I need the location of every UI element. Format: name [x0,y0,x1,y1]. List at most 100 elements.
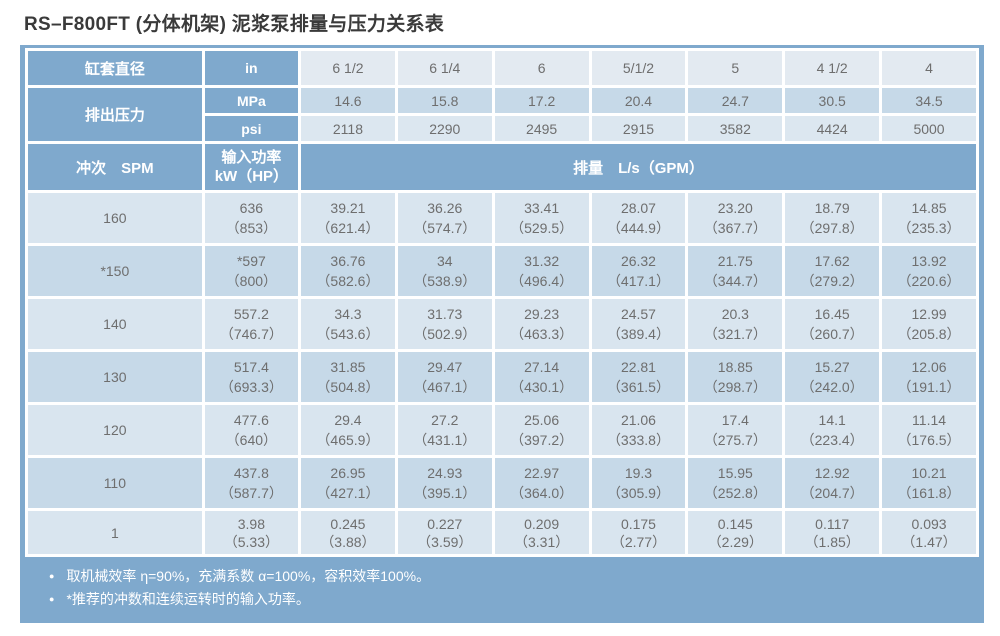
flow-cell-paren: （2.77） [610,533,667,550]
flow-cell-value: 29.23 [524,306,560,322]
flow-cell-value: 15.95 [717,465,753,481]
flow-cell-value: 24.93 [427,465,463,481]
flow-header: 排量 L/s（GPM） [301,144,976,190]
spm-header: 冲次 SPM [28,144,202,190]
input-power-header: 输入功率 kW（HP） [204,144,299,190]
spec-table: 缸套直径 in 6 1/2 6 1/4 6 5/1/2 5 4 1/2 4 排出压力 MPa 14.6… [25,48,979,557]
bullet-icon: ● [49,594,55,604]
data-row: 130 517.4 （693.3） 31.85 （504.8） 29.47 （467.1） 2… [28,352,976,402]
flow-cell-value: 0.227 [427,515,463,532]
data-row: 120 477.6 （640） 29.4 （465.9） 27.2 （431.1） 25.06… [28,405,976,455]
flow-cell-paren: （496.4） [510,273,574,289]
spm-cell: 140 [28,299,202,349]
power-cell: *597 （800） [204,246,299,296]
flow-cell-value: 29.4 [334,412,362,428]
pressure-psi-cell: 2290 [397,116,492,141]
flow-cell-value: 0.245 [330,515,366,532]
flow-cell-paren: （344.7） [703,273,767,289]
flow-cell: 0.093 （1.47） [882,511,976,554]
notes: ● 取机械效率 η=90%，充满系数 α=100%，容积效率100%。 ● *推荐的冲… [25,557,979,623]
liner-size-cell: 4 [882,51,976,85]
flow-cell: 0.227 （3.59） [397,511,492,554]
power-cell: 477.6 （640） [204,405,299,455]
power-cell-value: 517.4 [233,359,269,375]
power-cell-value: 636 [239,200,264,216]
flow-cell-value: 18.85 [717,359,753,375]
power-cell-paren: （640） [225,432,278,448]
power-cell-value: 3.98 [237,515,265,532]
flow-cell-value: 0.093 [911,515,947,532]
flow-cell-value: 19.3 [624,465,653,481]
flow-cell-paren: （220.6） [897,273,961,289]
flow-cell: 24.93 （395.1） [397,458,492,508]
flow-cell-value: 29.47 [427,359,463,375]
pressure-psi-row: psi 2118 2290 2495 2915 3582 4424 5000 [28,116,976,141]
liner-size-cell: 4 1/2 [785,51,880,85]
flow-cell-value: 14.1 [818,412,846,428]
flow-cell-paren: （467.1） [413,379,477,395]
flow-cell-paren: （3.59） [417,533,473,550]
note-text: *推荐的冲数和连续运转时的输入功率。 [66,591,310,607]
flow-cell-paren: （543.6） [316,326,380,342]
flow-cell: 29.23 （463.3） [494,299,589,349]
unit-mpa-label: MPa [204,88,299,113]
pressure-psi-cell: 2495 [494,116,589,141]
data-row: 1 3.98 （5.33） 0.245 （3.88） 0.227 （3.59） 0.209 （3… [28,511,976,554]
flow-cell: 14.1 （223.4） [785,405,880,455]
flow-cell-value: 0.145 [717,515,753,532]
flow-cell: 26.95 （427.1） [301,458,395,508]
flow-cell: 11.14 （176.5） [882,405,976,455]
spm-cell: 110 [28,458,202,508]
flow-cell-paren: （364.0） [510,485,574,501]
flow-cell: 39.21 （621.4） [301,193,395,243]
flow-cell: 17.4 （275.7） [688,405,783,455]
flow-cell-paren: （465.9） [316,432,380,448]
unit-psi-label: psi [204,116,299,141]
flow-cell-paren: （621.4） [316,220,380,236]
data-row: 140 557.2 （746.7） 34.3 （543.6） 31.73 （502.9） 29… [28,299,976,349]
flow-cell: 26.32 （417.1） [591,246,686,296]
flow-cell: 34 （538.9） [397,246,492,296]
flow-cell-paren: （333.8） [606,432,670,448]
flow-cell-value: 14.85 [911,200,947,216]
flow-cell: 31.32 （496.4） [494,246,589,296]
discharge-pressure-label: 排出压力 [28,88,202,141]
flow-cell: 23.20 （367.7） [688,193,783,243]
input-power-line2: kW（HP） [214,168,289,185]
flow-cell-paren: （1.85） [804,533,860,550]
liner-size-cell: 5 [688,51,783,85]
power-cell: 517.4 （693.3） [204,352,299,402]
flow-cell: 10.21 （161.8） [882,458,976,508]
flow-cell-paren: （538.9） [413,273,477,289]
flow-cell: 22.81 （361.5） [591,352,686,402]
flow-cell-value: 12.06 [911,359,947,375]
flow-cell-value: 21.06 [620,412,656,428]
flow-cell: 12.92 （204.7） [785,458,880,508]
flow-cell-value: 0.175 [620,515,656,532]
data-row: 160 636 （853） 39.21 （621.4） 36.26 （574.7） 33.41… [28,193,976,243]
flow-cell-paren: （361.5） [606,379,670,395]
flow-cell: 29.4 （465.9） [301,405,395,455]
flow-cell-paren: （529.5） [510,220,574,236]
flow-cell-value: 36.76 [330,253,366,269]
bullet-icon: ● [49,571,55,581]
flow-cell-paren: （275.7） [703,432,767,448]
flow-cell-paren: （297.8） [800,220,864,236]
flow-cell-value: 25.06 [524,412,560,428]
flow-cell-paren: （397.2） [510,432,574,448]
unit-in-label: in [204,51,299,85]
flow-cell: 12.99 （205.8） [882,299,976,349]
pressure-mpa-cell: 15.8 [397,88,492,113]
pressure-mpa-cell: 24.7 [688,88,783,113]
power-cell-paren: （800） [225,273,278,289]
flow-cell: 22.97 （364.0） [494,458,589,508]
flow-cell-paren: （161.8） [897,485,961,501]
spm-cell: *150 [28,246,202,296]
flow-cell-value: 34.3 [334,306,362,322]
power-cell-value: 557.2 [233,306,269,322]
power-cell: 3.98 （5.33） [204,511,299,554]
flow-cell-paren: （321.7） [703,326,767,342]
flow-cell: 15.95 （252.8） [688,458,783,508]
pressure-psi-cell: 2118 [301,116,395,141]
flow-cell: 0.245 （3.88） [301,511,395,554]
